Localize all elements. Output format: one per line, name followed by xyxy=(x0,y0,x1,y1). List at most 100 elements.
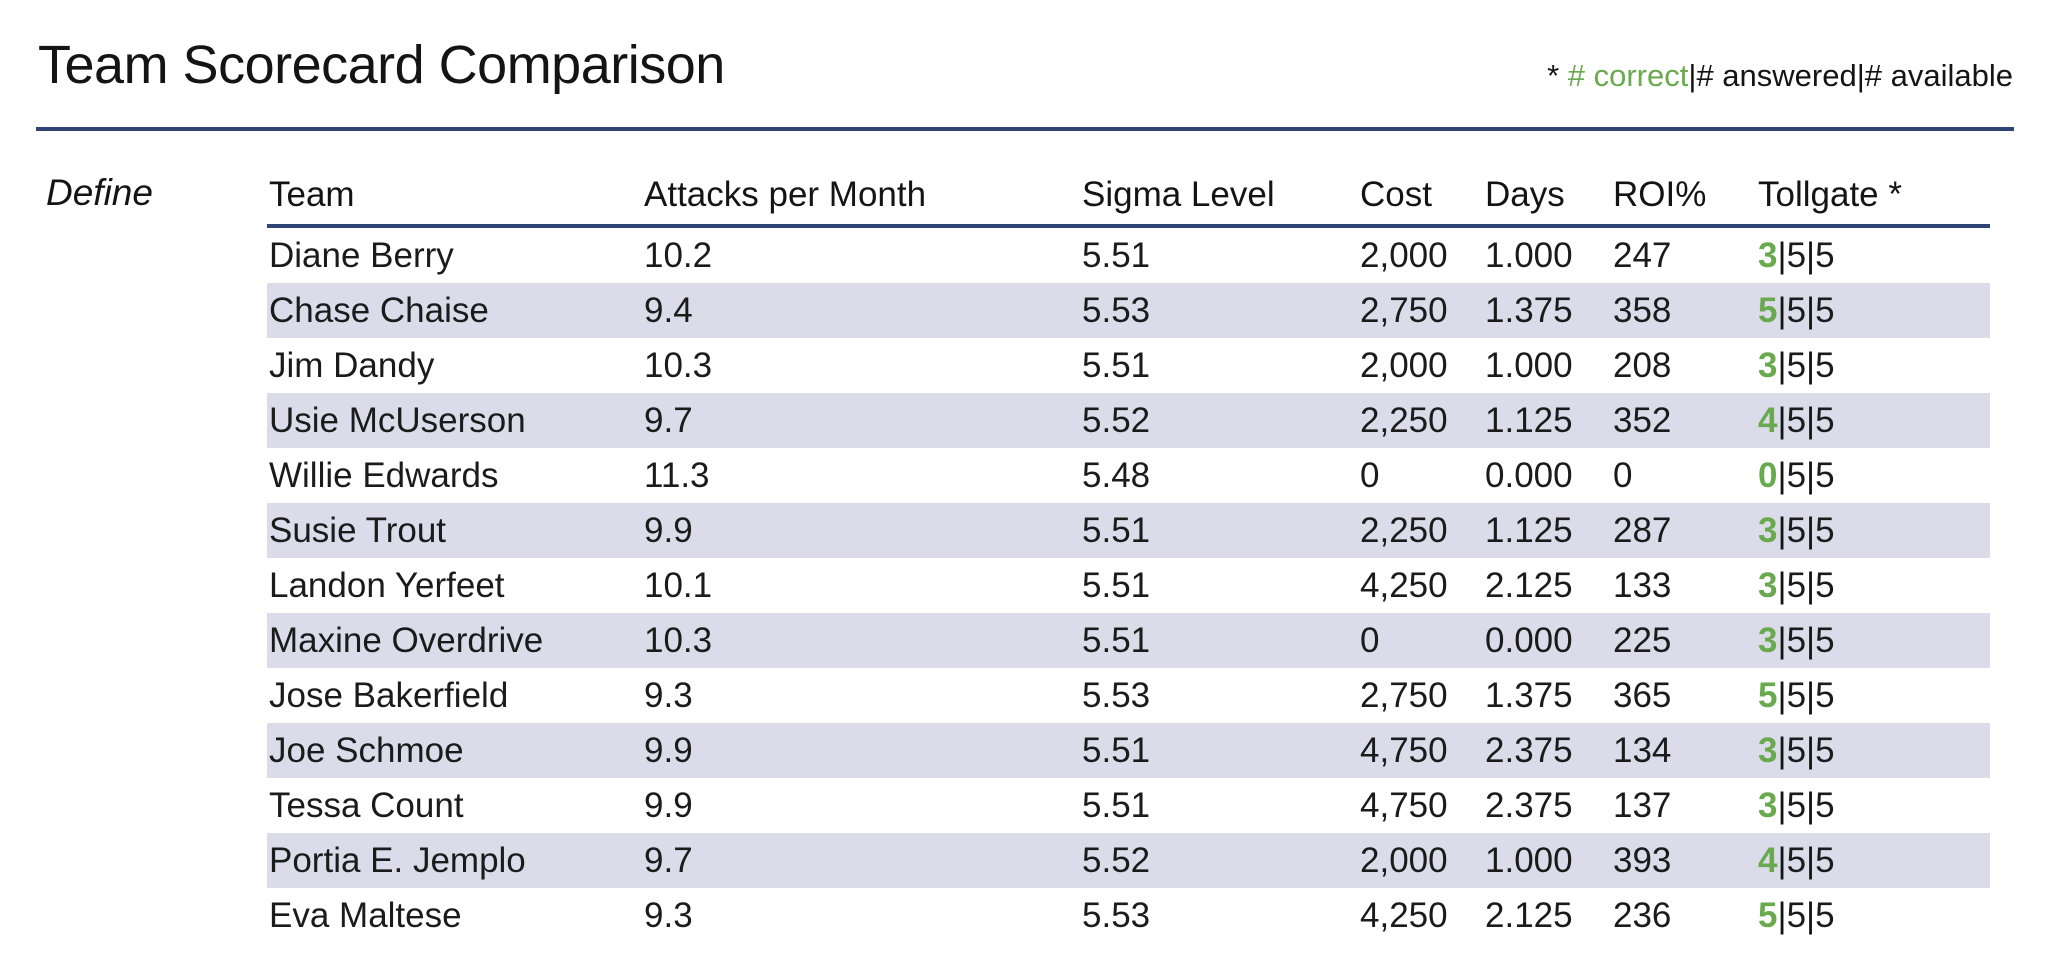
cell-sigma-level: 5.51 xyxy=(1082,235,1151,275)
tollgate-available-count: 5 xyxy=(1815,235,1835,275)
table-row: Jose Bakerfield 9.3 5.53 2,750 1.375 365… xyxy=(267,668,1990,723)
legend-separator: | xyxy=(1856,58,1865,93)
tollgate-separator: | xyxy=(1777,455,1787,495)
cell-roi-pct: 287 xyxy=(1613,510,1672,550)
tollgate-available-count: 5 xyxy=(1815,840,1835,880)
tollgate-correct-count: 0 xyxy=(1758,455,1778,495)
cell-team: Willie Edwards xyxy=(269,455,499,495)
tollgate-available-count: 5 xyxy=(1815,565,1835,605)
tollgate-answered-count: 5 xyxy=(1786,400,1807,440)
cell-team: Landon Yerfeet xyxy=(269,565,505,605)
tollgate-separator: | xyxy=(1806,675,1816,715)
cell-days: 2.125 xyxy=(1485,895,1573,935)
cell-cost: 2,000 xyxy=(1360,345,1448,385)
page-title: Team Scorecard Comparison xyxy=(38,35,725,95)
cell-days: 1.375 xyxy=(1485,290,1573,330)
tollgate-available-count: 5 xyxy=(1815,345,1835,385)
table-row: Eva Maltese 9.3 5.53 4,250 2.125 236 5|5… xyxy=(267,888,1990,943)
tollgate-answered-count: 5 xyxy=(1786,455,1807,495)
tollgate-separator: | xyxy=(1777,785,1787,825)
cell-tollgate: 0|5|5 xyxy=(1756,456,1990,496)
cell-attacks-per-month: 9.9 xyxy=(644,510,693,550)
cell-attacks-per-month: 9.3 xyxy=(644,675,693,715)
cell-sigma-level: 5.51 xyxy=(1082,345,1151,385)
cell-attacks-per-month: 10.2 xyxy=(644,235,713,275)
legend-asterisk: * xyxy=(1547,58,1568,93)
tollgate-separator: | xyxy=(1777,235,1787,275)
cell-days: 2.125 xyxy=(1485,565,1573,605)
cell-roi-pct: 247 xyxy=(1613,235,1672,275)
tollgate-answered-count: 5 xyxy=(1786,510,1807,550)
phase-label-define: Define xyxy=(46,172,153,213)
tollgate-separator: | xyxy=(1777,730,1787,770)
cell-sigma-level: 5.51 xyxy=(1082,510,1151,550)
cell-days: 0.000 xyxy=(1485,455,1573,495)
tollgate-available-count: 5 xyxy=(1815,400,1835,440)
cell-cost: 2,250 xyxy=(1360,510,1448,550)
tollgate-available-count: 5 xyxy=(1815,730,1835,770)
tollgate-separator: | xyxy=(1806,730,1816,770)
cell-cost: 2,750 xyxy=(1360,675,1448,715)
cell-team: Jim Dandy xyxy=(269,345,435,385)
cell-roi-pct: 134 xyxy=(1613,730,1672,770)
table-row: Willie Edwards 11.3 5.48 0 0.000 0 0|5|5 xyxy=(267,448,1990,503)
cell-cost: 2,000 xyxy=(1360,840,1448,880)
tollgate-answered-count: 5 xyxy=(1786,785,1807,825)
tollgate-available-count: 5 xyxy=(1815,895,1835,935)
cell-cost: 4,750 xyxy=(1360,785,1448,825)
cell-sigma-level: 5.51 xyxy=(1082,730,1151,770)
cell-tollgate: 5|5|5 xyxy=(1756,896,1990,936)
cell-roi-pct: 225 xyxy=(1613,620,1672,660)
cell-tollgate: 3|5|5 xyxy=(1756,511,1990,551)
cell-cost: 2,000 xyxy=(1360,235,1448,275)
column-header-days: Days xyxy=(1485,175,1565,214)
cell-tollgate: 3|5|5 xyxy=(1756,786,1990,826)
tollgate-separator: | xyxy=(1806,455,1816,495)
cell-roi-pct: 393 xyxy=(1613,840,1672,880)
cell-team: Jose Bakerfield xyxy=(269,675,509,715)
tollgate-separator: | xyxy=(1806,290,1816,330)
tollgate-separator: | xyxy=(1806,895,1816,935)
tollgate-answered-count: 5 xyxy=(1786,620,1807,660)
tollgate-separator: | xyxy=(1806,345,1816,385)
table-body: Diane Berry 10.2 5.51 2,000 1.000 247 3|… xyxy=(267,228,1990,943)
tollgate-separator: | xyxy=(1806,400,1816,440)
cell-tollgate: 3|5|5 xyxy=(1756,566,1990,606)
cell-attacks-per-month: 9.7 xyxy=(644,840,693,880)
tollgate-answered-count: 5 xyxy=(1786,895,1807,935)
tollgate-separator: | xyxy=(1777,565,1787,605)
tollgate-correct-count: 4 xyxy=(1758,400,1778,440)
cell-days: 0.000 xyxy=(1485,620,1573,660)
tollgate-correct-count: 5 xyxy=(1758,290,1778,330)
cell-cost: 4,250 xyxy=(1360,895,1448,935)
column-header-team: Team xyxy=(269,175,355,214)
cell-team: Susie Trout xyxy=(269,510,447,550)
legend-available-label: # available xyxy=(1864,58,2013,93)
tollgate-answered-count: 5 xyxy=(1786,235,1807,275)
tollgate-separator: | xyxy=(1777,290,1787,330)
cell-cost: 0 xyxy=(1360,620,1380,660)
cell-sigma-level: 5.51 xyxy=(1082,785,1151,825)
tollgate-available-count: 5 xyxy=(1815,510,1835,550)
cell-cost: 2,750 xyxy=(1360,290,1448,330)
cell-sigma-level: 5.52 xyxy=(1082,840,1151,880)
tollgate-correct-count: 3 xyxy=(1758,345,1778,385)
cell-roi-pct: 208 xyxy=(1613,345,1672,385)
tollgate-available-count: 5 xyxy=(1815,675,1835,715)
tollgate-separator: | xyxy=(1806,620,1816,660)
cell-sigma-level: 5.52 xyxy=(1082,400,1151,440)
cell-tollgate: 3|5|5 xyxy=(1756,731,1990,771)
tollgate-available-count: 5 xyxy=(1815,620,1835,660)
cell-days: 2.375 xyxy=(1485,730,1573,770)
tollgate-correct-count: 3 xyxy=(1758,565,1778,605)
tollgate-available-count: 5 xyxy=(1815,785,1835,825)
table-row: Maxine Overdrive 10.3 5.51 0 0.000 225 3… xyxy=(267,613,1990,668)
tollgate-legend: * # correct|# answered|# available xyxy=(1547,58,2013,94)
cell-days: 1.000 xyxy=(1485,235,1573,275)
tollgate-separator: | xyxy=(1777,675,1787,715)
tollgate-separator: | xyxy=(1777,620,1787,660)
cell-tollgate: 4|5|5 xyxy=(1756,841,1990,881)
tollgate-separator: | xyxy=(1777,510,1787,550)
cell-attacks-per-month: 10.3 xyxy=(644,345,713,385)
title-divider-rule xyxy=(36,127,2014,131)
